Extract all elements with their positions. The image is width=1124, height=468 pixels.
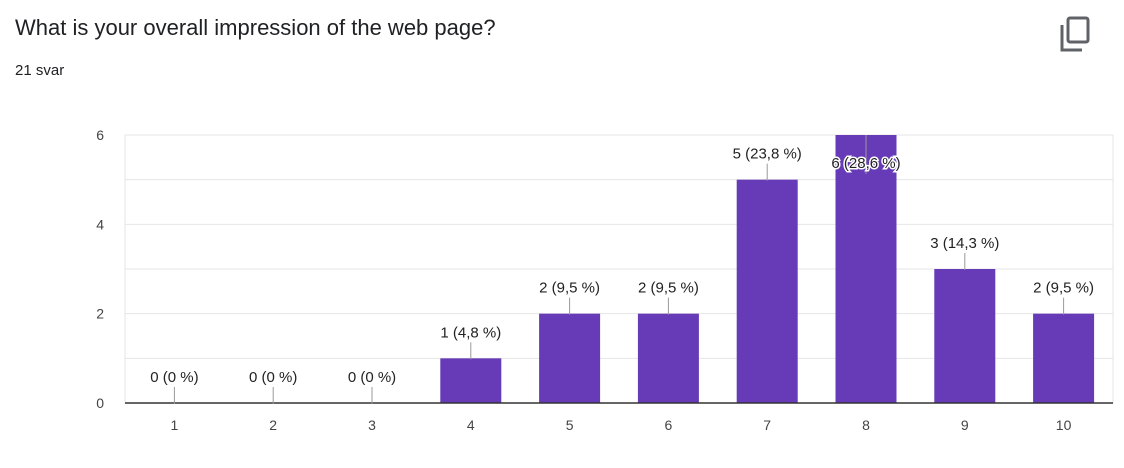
data-label-8: 6 (28,6 %) bbox=[831, 155, 900, 172]
x-tick-label-1: 1 bbox=[171, 417, 179, 433]
data-label-3: 0 (0 %) bbox=[348, 369, 396, 386]
question-title: What is your overall impression of the w… bbox=[15, 15, 496, 40]
bar-4[interactable] bbox=[440, 358, 502, 403]
data-label-10: 2 (9,5 %) bbox=[1033, 280, 1094, 297]
data-label-5: 2 (9,5 %) bbox=[539, 280, 600, 297]
bar-6[interactable] bbox=[637, 313, 699, 403]
x-tick-label-2: 2 bbox=[269, 417, 277, 433]
x-tick-label-8: 8 bbox=[862, 417, 870, 433]
y-tick-label: 0 bbox=[96, 395, 104, 411]
response-count: 21 svar bbox=[15, 62, 65, 79]
data-label-6: 2 (9,5 %) bbox=[638, 280, 699, 297]
x-tick-label-9: 9 bbox=[961, 417, 969, 433]
bar-9[interactable] bbox=[934, 269, 996, 403]
x-tick-label-7: 7 bbox=[763, 417, 771, 433]
y-tick-label: 6 bbox=[96, 127, 104, 143]
x-tick-label-5: 5 bbox=[566, 417, 574, 433]
copy-chart-button[interactable] bbox=[1058, 15, 1094, 55]
bar-7[interactable] bbox=[736, 179, 798, 403]
y-tick-label: 2 bbox=[96, 306, 104, 322]
copy-icon bbox=[1060, 16, 1090, 52]
bar-8[interactable] bbox=[835, 135, 897, 403]
chart-labels: 0 2 4 6 1 0 (0 %) 2 0 (0 %) 3 0 (0 %) 4 1 (4,8 %) 5 2… bbox=[96, 127, 1094, 433]
x-tick-label-4: 4 bbox=[467, 417, 475, 433]
data-label-7: 5 (23,8 %) bbox=[733, 146, 802, 163]
x-tick-label-6: 6 bbox=[665, 417, 673, 433]
chart-bars bbox=[440, 135, 1095, 403]
data-label-1: 0 (0 %) bbox=[150, 369, 198, 386]
data-label-4: 1 (4,8 %) bbox=[440, 324, 501, 341]
bar-10[interactable] bbox=[1033, 313, 1095, 403]
x-tick-label-3: 3 bbox=[368, 417, 376, 433]
data-label-2: 0 (0 %) bbox=[249, 369, 297, 386]
x-tick-label-10: 10 bbox=[1056, 417, 1072, 433]
bar-5[interactable] bbox=[539, 313, 601, 403]
data-label-9: 3 (14,3 %) bbox=[930, 235, 999, 252]
y-tick-label: 4 bbox=[96, 216, 104, 232]
